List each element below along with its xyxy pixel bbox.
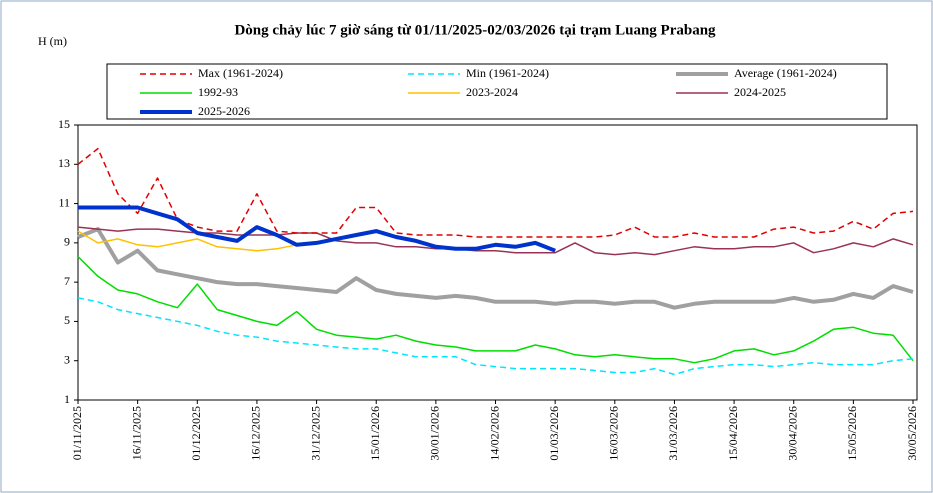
series-line bbox=[77, 226, 914, 256]
x-tick-label: 16/11/2025 bbox=[129, 406, 143, 460]
x-tick-label: 14/02/2026 bbox=[487, 406, 501, 461]
x-tick-label: 30/01/2026 bbox=[428, 406, 442, 461]
y-tick-label: 11 bbox=[58, 195, 70, 209]
y-tick-label: 1 bbox=[64, 392, 70, 406]
series-line bbox=[77, 147, 914, 238]
legend-label: 2025-2026 bbox=[198, 104, 250, 118]
legend-label: 2024-2025 bbox=[734, 85, 786, 99]
legend bbox=[106, 63, 888, 120]
x-tick-label: 31/12/2025 bbox=[308, 406, 322, 461]
x-tick-label: 30/04/2026 bbox=[785, 406, 799, 461]
x-tick-label: 16/12/2025 bbox=[249, 406, 263, 461]
chart-title: Dòng chảy lúc 7 giờ sáng từ 01/11/2025-0… bbox=[234, 22, 716, 38]
y-tick-label: 5 bbox=[64, 313, 70, 327]
y-tick-label: 3 bbox=[64, 352, 70, 366]
y-tick-label: 9 bbox=[64, 235, 70, 249]
x-tick-label: 01/11/2025 bbox=[70, 406, 84, 460]
x-tick-label: 15/05/2026 bbox=[845, 406, 859, 461]
y-tick-label: 7 bbox=[64, 274, 70, 288]
plot-area bbox=[77, 124, 918, 401]
x-tick-label: 30/05/2026 bbox=[905, 406, 919, 461]
x-tick-label: 15/01/2026 bbox=[368, 406, 382, 461]
series-line bbox=[77, 297, 914, 376]
legend-label: 2023-2024 bbox=[466, 85, 518, 99]
x-tick-label: 15/04/2026 bbox=[726, 406, 740, 461]
legend-label: 1992-93 bbox=[198, 85, 238, 99]
y-axis-label: H (m) bbox=[38, 34, 67, 48]
x-tick-label: 31/03/2026 bbox=[666, 406, 680, 461]
x-tick-label: 16/03/2026 bbox=[607, 406, 621, 461]
x-tick-label: 01/12/2025 bbox=[189, 406, 203, 461]
y-tick-label: 13 bbox=[58, 156, 70, 170]
legend-label: Average (1961-2024) bbox=[734, 66, 837, 80]
series-line bbox=[77, 230, 317, 252]
x-tick-label: 01/03/2026 bbox=[547, 406, 561, 461]
series-line bbox=[77, 227, 914, 310]
y-tick-label: 15 bbox=[58, 117, 70, 131]
legend-label: Min (1961-2024) bbox=[466, 66, 549, 80]
series-line bbox=[78, 205, 556, 253]
legend-label: Max (1961-2024) bbox=[198, 66, 283, 80]
series-line bbox=[77, 256, 914, 364]
